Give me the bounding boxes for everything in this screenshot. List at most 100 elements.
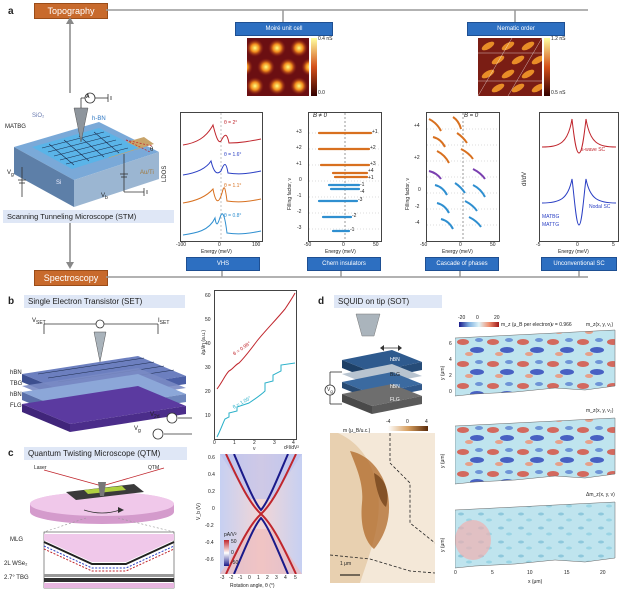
cascade-ytick-4: -4 [415, 220, 420, 226]
qtm-cbar-unit: pA/V² [224, 532, 237, 538]
vg-symbol-b: V [134, 426, 139, 432]
iset-subscript: SET [159, 320, 170, 327]
chern-ytick-1: +2 [296, 145, 302, 151]
set-device [22, 319, 192, 440]
vhs-xtick-1: 0 [218, 242, 221, 248]
nematic-title: Nematic order [467, 22, 565, 36]
cascade-ytick-0: +4 [414, 123, 420, 129]
cascade-curves [427, 113, 499, 241]
vhs-button: VHS [186, 257, 260, 271]
vb-label-a: Vb [101, 193, 108, 201]
sot-m-label: m (μ_B/u.c.) [343, 428, 371, 434]
qtm-ytick-1: 0.4 [208, 472, 215, 478]
vg-subscript-a: g [11, 172, 14, 179]
set-ytick-1: 20 [205, 389, 211, 395]
sot-vg-subscript: g [330, 389, 333, 394]
mz-xtick-2: 10 [527, 570, 533, 576]
cascade-xtick-1: 0 [459, 242, 462, 248]
usc-matbg: MATBG [542, 214, 560, 220]
qtm-title: Quantum Twisting Microscope (QTM) [24, 447, 187, 460]
vhs-curve-1: θ = 2° [224, 120, 238, 126]
mz-map-1-title: m_z(x, y, ν₁) [586, 322, 614, 328]
qtm-ytick-3: 0 [212, 506, 215, 512]
moire-colorbar [311, 38, 317, 96]
usc-xtick-1: 0 [576, 242, 579, 248]
qtm-layer-2: 2.7° TBG [4, 575, 29, 581]
set-xlabel: ν [253, 446, 256, 452]
set-layer-3: FLG [10, 403, 22, 409]
mz-nu-label: ν = 0.966 [551, 322, 572, 328]
vhs-curves [182, 113, 262, 241]
usc-plot [539, 112, 619, 242]
panel-d-letter: d [318, 296, 325, 307]
vg-symbol-a: V [7, 170, 12, 176]
usc-ylabel: dI/dV [522, 171, 528, 186]
usc-button: Unconventional SC [541, 257, 617, 271]
set-ytick-0: 10 [205, 413, 211, 419]
chern-xtick-1: 0 [342, 242, 345, 248]
cascade-xtick-0: -50 [420, 242, 428, 248]
vb-subscript-a: b [105, 195, 108, 202]
sot-title: SQUID on tip (SOT) [334, 295, 442, 308]
cascade-button: Cascade of phases [425, 257, 499, 271]
si-label: Si [56, 180, 62, 186]
set-ytick-5: 60 [205, 293, 211, 299]
vhs-curve-3: θ = 1.1° [224, 183, 242, 189]
set-xtick-3: 3 [273, 440, 276, 446]
chern-rlabel-1: +2 [370, 145, 376, 151]
vhs-xlabel: Energy (meV) [201, 249, 232, 255]
mz-map-3-title: Δm_z(x, y, ν) [586, 492, 615, 498]
cascade-xlabel: Energy (meV) [442, 249, 473, 255]
chern-xtick-2: 50 [373, 242, 379, 248]
qtm-xtick-5: 2 [266, 575, 269, 581]
qtm-ytick-5: -0.4 [205, 540, 214, 546]
mz-cbar-tick-2: 20 [494, 315, 500, 321]
qtm-map-title: d²I/dV² [284, 445, 300, 451]
cascade-ytick-2: 0 [418, 187, 421, 193]
set-xtick-1: 1 [233, 440, 236, 446]
usc-xlabel: Energy (meV) [558, 249, 589, 255]
mz-yaxis-3: y (μm) [440, 537, 446, 552]
mz-ytick-1: 2 [449, 373, 452, 379]
vhs-xtick-0: -100 [176, 242, 187, 248]
vset-symbol: V [32, 318, 37, 324]
qtm-xtick-1: -2 [229, 575, 234, 581]
topography-box: Topography [34, 3, 108, 19]
iset-symbol: I [158, 318, 160, 324]
cascade-ytick-1: +2 [414, 155, 420, 161]
v2d-subscript: 2d [154, 414, 160, 421]
cascade-ytick-3: -2 [415, 204, 420, 210]
vg-label-a: Vg [7, 170, 14, 178]
sot-m-tick-2: 4 [425, 419, 428, 425]
qtm-ylabel: V_b (V) [196, 503, 202, 520]
usc-mattg: MATTG [542, 222, 560, 228]
nematic-scale-top: 1.2 nS [551, 36, 566, 42]
vhs-curve-2: θ = 1.6° [224, 152, 242, 158]
sot-layer-3: FLG [390, 397, 400, 403]
qtm-map [220, 454, 302, 574]
set-xtick-4: 4 [292, 440, 295, 446]
auti-label: Au/Ti [140, 170, 154, 176]
chern-rlabel-8: -2 [352, 213, 357, 219]
qtm-xtick-2: -1 [238, 575, 243, 581]
chern-xlabel: Energy (meV) [325, 249, 356, 255]
vhs-curve-4: θ = 0.8° [224, 213, 242, 219]
chern-bars [309, 113, 381, 241]
qtm-qtm-label: QTM [148, 465, 160, 471]
set-layer-1: TBG [10, 381, 23, 387]
qtm-laser-label: Laser [34, 465, 47, 471]
usc-xtick-2: 5 [612, 242, 615, 248]
chern-ytick-4: -1 [297, 193, 302, 199]
qtm-colorbar [224, 540, 229, 566]
chern-rlabel-7: -3 [358, 197, 363, 203]
cascade-xtick-2: 50 [490, 242, 496, 248]
mz-xaxis: x (μm) [528, 579, 543, 585]
qtm-layer-0: MLG [10, 537, 24, 543]
qtm-xtick-8: 5 [294, 575, 297, 581]
v2d-symbol: V [150, 412, 155, 418]
nematic-image [478, 38, 542, 96]
sot-vg-label: Vg [327, 387, 333, 394]
set-title: Single Electron Transistor (SET) [24, 295, 185, 308]
vset-label: VSET [32, 318, 46, 326]
cascade-ylabel: Filling factor, ν [405, 178, 411, 210]
